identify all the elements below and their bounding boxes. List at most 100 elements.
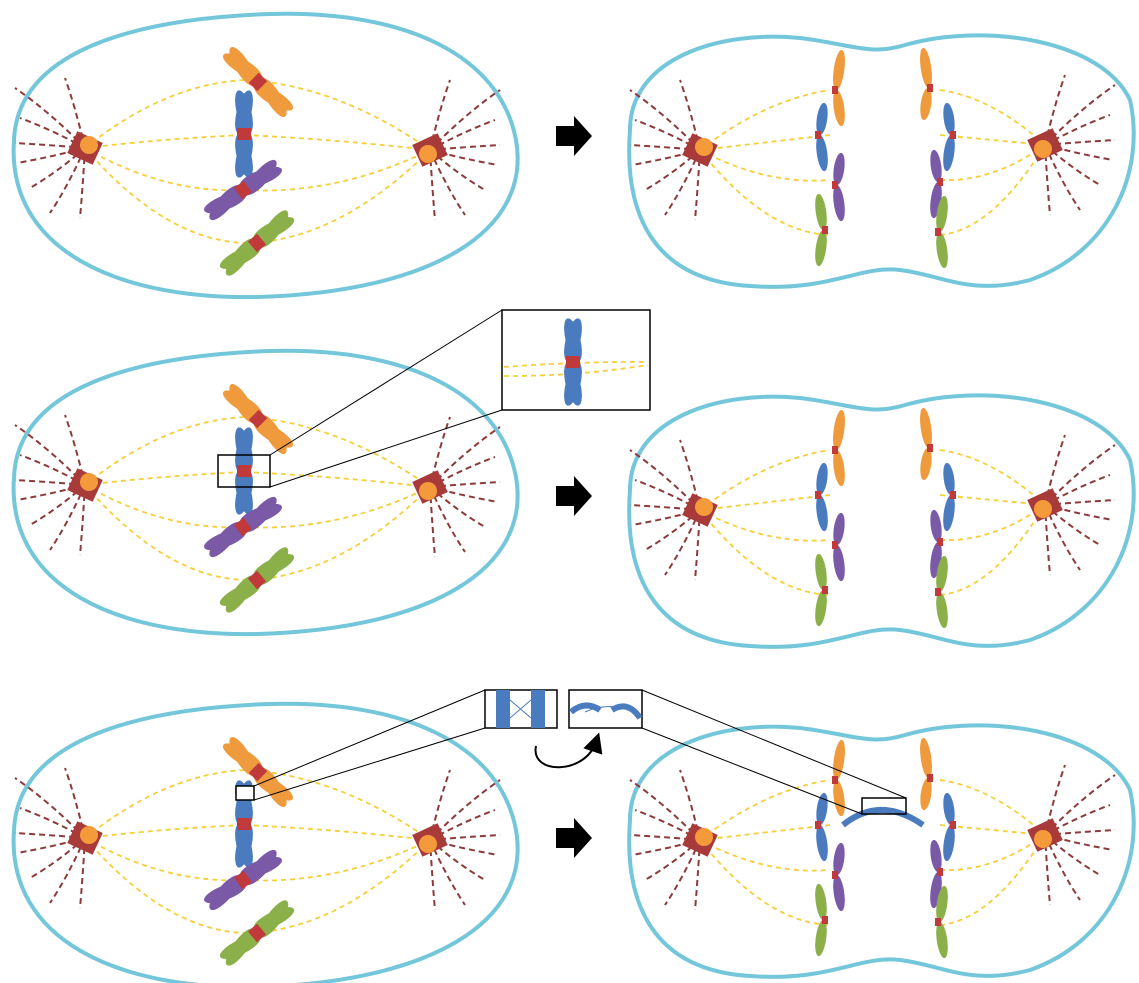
centromere	[832, 541, 838, 549]
zoom-source	[236, 786, 254, 800]
chromosome-arm	[929, 509, 943, 542]
chromosome	[232, 89, 256, 179]
centromere	[832, 446, 838, 454]
centromere	[237, 818, 251, 830]
spindle-fiber	[85, 148, 245, 190]
chromosome-arm	[935, 921, 950, 958]
spindle-fiber	[700, 840, 830, 871]
centromere	[935, 228, 941, 236]
centrosome-core	[1034, 140, 1052, 158]
chromosome-arm	[942, 792, 956, 825]
spindle-fiber	[85, 838, 245, 933]
chromosome-arm	[815, 824, 830, 861]
chromosome-arm	[918, 407, 933, 448]
chromosome-arm	[918, 737, 933, 778]
chromosome-arm	[832, 449, 847, 486]
metaphase-cell	[14, 704, 518, 983]
centromere	[237, 465, 251, 477]
chromosome	[215, 895, 300, 971]
spindle-fiber	[85, 485, 245, 580]
spindle-fiber	[940, 145, 1045, 235]
chromosome-arm	[814, 229, 829, 266]
centromere	[927, 84, 933, 92]
chromosome-arm	[814, 589, 829, 626]
centromere	[950, 821, 956, 829]
spindle-fiber	[85, 770, 245, 838]
centrosome-core	[695, 138, 713, 156]
centromere	[935, 588, 941, 596]
chromosome-arm	[942, 134, 957, 171]
spindle-fiber	[700, 495, 830, 510]
zoom-leader	[270, 310, 502, 455]
spindle-fiber	[85, 485, 245, 527]
centromere	[815, 491, 821, 499]
chromosome-arm	[832, 874, 847, 911]
chromosome-arm	[814, 553, 829, 590]
chromosome-arm	[832, 842, 846, 875]
centrosome-core	[1034, 500, 1052, 518]
chromosome-arm	[832, 512, 846, 545]
spindle-fiber	[700, 510, 830, 541]
chromosome-arm	[929, 839, 943, 872]
spindle-fiber	[700, 90, 830, 150]
transition-arrow	[536, 742, 596, 767]
metaphase-cell	[14, 351, 518, 634]
centromere	[822, 916, 828, 924]
centrosome-core	[80, 826, 98, 844]
zoom-leader	[270, 410, 502, 487]
chromosome-arm	[814, 883, 829, 920]
chromosome	[215, 205, 300, 281]
spindle-fiber	[85, 80, 245, 148]
chromosome-arm	[814, 193, 829, 230]
chromosome-arm	[942, 824, 957, 861]
chromosome-arm	[918, 47, 933, 88]
chromosome-arm	[942, 102, 956, 135]
chromosome-arm	[832, 544, 847, 581]
step-arrow	[556, 818, 592, 858]
step-arrow	[556, 116, 592, 156]
chromosome-arm	[929, 149, 943, 182]
metaphase-cell	[14, 14, 518, 297]
centrosome-core	[1034, 830, 1052, 848]
centrosome-core	[695, 828, 713, 846]
centromere	[815, 131, 821, 139]
chromosome-arm	[815, 134, 830, 171]
chromosome-arm	[815, 494, 830, 531]
chromatid-bridge	[843, 810, 923, 825]
centromere	[566, 356, 580, 368]
centromere	[832, 181, 838, 189]
spindle-fiber	[85, 838, 245, 880]
chromosome-arm	[815, 462, 829, 495]
spindle-fiber	[85, 417, 245, 485]
centrosome-core	[80, 473, 98, 491]
centromere	[950, 131, 956, 139]
step-arrow	[556, 476, 592, 516]
spindle-fiber	[940, 145, 1045, 180]
centromere	[822, 586, 828, 594]
spindle-fiber	[940, 835, 1045, 925]
spindle-fiber	[245, 472, 430, 487]
chromosome-arm	[832, 152, 846, 185]
spindle-fiber	[700, 150, 830, 181]
anaphase-cell	[629, 725, 1134, 977]
centromere	[832, 871, 838, 879]
zoom-inset	[502, 310, 650, 410]
chromosome-arm	[831, 49, 846, 90]
spindle-fiber	[245, 135, 430, 150]
centromere	[937, 178, 943, 186]
chromosome	[218, 379, 299, 460]
chromosome-arm	[815, 102, 829, 135]
spindle-fiber	[940, 835, 1045, 870]
anaphase-cell	[629, 35, 1134, 287]
spindle-fiber	[85, 472, 245, 485]
centromere	[815, 821, 821, 829]
chromosome-arm	[815, 792, 829, 825]
spindle-fiber	[245, 825, 430, 840]
spindle-fiber	[85, 148, 245, 243]
zoom-inset	[485, 690, 642, 728]
chromosome-arm	[942, 494, 957, 531]
centromere	[937, 538, 943, 546]
centromere	[927, 774, 933, 782]
mitosis-diagram	[0, 0, 1139, 983]
chromosome	[218, 42, 299, 123]
